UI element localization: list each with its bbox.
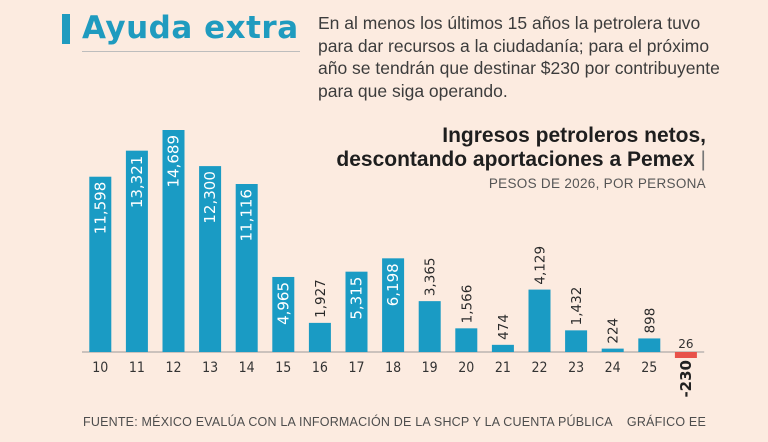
chart-subtitle: PESOS DE 2026, POR PERSONA bbox=[488, 176, 706, 191]
bar-13 bbox=[199, 166, 222, 352]
x-tick-label: 24 bbox=[605, 360, 621, 376]
bar-22 bbox=[528, 289, 551, 352]
page-title: Ayuda extra bbox=[82, 10, 299, 46]
bar-16 bbox=[308, 322, 331, 352]
bar-value-label: 5,315 bbox=[348, 277, 366, 320]
bar-value-label: 12,300 bbox=[201, 171, 219, 224]
bar-value-label: 3,365 bbox=[423, 257, 439, 296]
chart-title-line2: descontando aportaciones a Pemex bbox=[336, 148, 695, 171]
intro-text: En al menos los últimos 15 años la petro… bbox=[318, 13, 720, 101]
bar-12 bbox=[162, 130, 185, 352]
bar-value-label: 1,432 bbox=[569, 287, 585, 326]
x-tick-label: 11 bbox=[129, 360, 145, 376]
x-tick-label: 20 bbox=[458, 360, 474, 376]
x-tick-label: 25 bbox=[641, 360, 657, 376]
title-cursor-bar: | bbox=[700, 148, 706, 171]
bar-10 bbox=[89, 176, 112, 352]
graphic-credit: GRÁFICO EE bbox=[626, 415, 706, 429]
x-tick-label: 19 bbox=[422, 360, 438, 376]
x-tick-label: 10 bbox=[92, 360, 108, 376]
bar-value-label: 224 bbox=[606, 318, 622, 344]
bar-value-label: 474 bbox=[496, 314, 512, 340]
bar-15 bbox=[272, 276, 295, 352]
bar-value-label: 1,566 bbox=[459, 285, 475, 324]
bar-24 bbox=[601, 348, 624, 352]
bar-25 bbox=[638, 338, 661, 352]
bar-value-label: 11,598 bbox=[91, 182, 109, 235]
title-accent-marker bbox=[62, 14, 70, 44]
bar-value-label: 898 bbox=[642, 308, 658, 334]
x-tick-label: 12 bbox=[165, 360, 181, 376]
x-tick-label: 16 bbox=[312, 360, 328, 376]
x-tick-label: 26 bbox=[678, 337, 693, 351]
bar-value-label: 14,689 bbox=[165, 135, 183, 188]
bar-21 bbox=[491, 344, 514, 352]
bar-value-label: 13,321 bbox=[128, 156, 146, 209]
x-tick-label: 17 bbox=[348, 360, 364, 376]
chart-title-line1: Ingresos petroleros netos, bbox=[442, 124, 706, 147]
bar-value-label: 1,927 bbox=[313, 279, 329, 318]
bar-11 bbox=[125, 150, 148, 352]
x-tick-label: 23 bbox=[568, 360, 584, 376]
bar-value-label: 4,965 bbox=[274, 282, 292, 325]
title-divider bbox=[82, 51, 300, 52]
x-tick-label: 18 bbox=[385, 360, 401, 376]
chart-title: Ingresos petroleros netos, descontando a… bbox=[336, 124, 706, 172]
bar-26 bbox=[674, 352, 697, 358]
bar-value-label: -230 bbox=[677, 360, 695, 398]
x-tick-label: 15 bbox=[275, 360, 291, 376]
x-tick-label: 22 bbox=[531, 360, 547, 376]
bar-value-label: 6,198 bbox=[384, 263, 402, 306]
x-tick-label: 21 bbox=[495, 360, 511, 376]
bar-value-label: 4,129 bbox=[533, 246, 549, 285]
bar-17 bbox=[345, 271, 368, 352]
bar-18 bbox=[382, 258, 405, 352]
bar-19 bbox=[418, 301, 441, 352]
x-tick-label: 13 bbox=[202, 360, 218, 376]
bar-23 bbox=[565, 330, 588, 352]
x-tick-label: 14 bbox=[239, 360, 255, 376]
source-note: FUENTE: MÉXICO EVALÚA CON LA INFORMACIÓN… bbox=[83, 415, 613, 429]
bar-14 bbox=[235, 184, 258, 352]
bar-value-label: 11,116 bbox=[238, 189, 256, 242]
bar-20 bbox=[455, 328, 478, 352]
